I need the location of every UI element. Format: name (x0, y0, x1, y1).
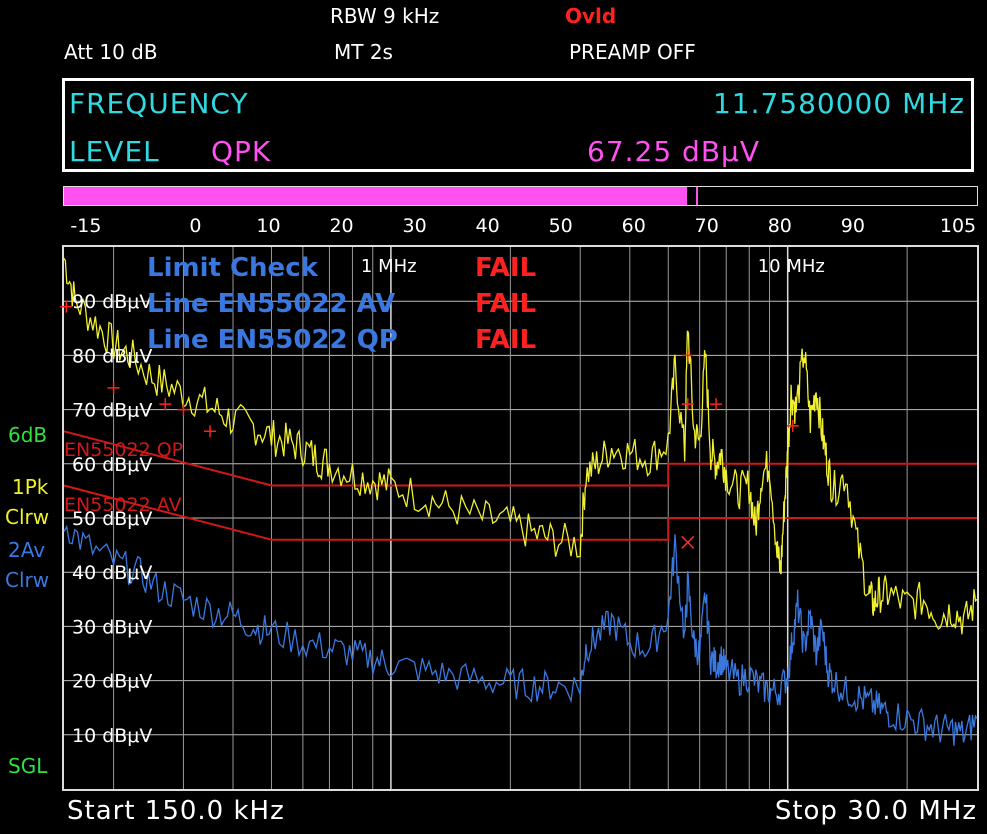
chart-labels: 10 dBμV 20 dBμV 30 dBμV 40 dBμV 50 dBμV 60 dB… (64, 253, 825, 747)
level-bar-tick: 60 (621, 215, 646, 237)
y-tick-label: 90 dBμV (72, 291, 152, 313)
y-tick-label: 80 dBμV (72, 345, 152, 367)
limit-check-line-name: Line EN55022 QP (147, 325, 398, 355)
level-bar-tick: 70 (694, 215, 719, 237)
trace1-mode: Clrw (5, 505, 50, 529)
y-tick-label: 60 dBμV (72, 454, 152, 476)
peak-marker (681, 349, 694, 362)
frequency-label: FREQUENCY (69, 87, 249, 120)
marker-readout-panel: FREQUENCY 11.7580000 MHz LEVEL QPK 67.25… (62, 78, 974, 172)
peak-marker (786, 419, 799, 432)
limit-lines (63, 430, 977, 541)
measurement-time: MT 2s (334, 40, 393, 64)
stop-frequency: Stop 30.0 MHz (774, 796, 977, 826)
limit-check-line-name: Line EN55022 AV (147, 289, 395, 319)
level-bar-tick: 50 (548, 215, 573, 237)
traces (63, 257, 978, 746)
trace-1Pk (63, 257, 978, 635)
limit-line (63, 484, 977, 541)
markers (60, 300, 799, 549)
peak-marker (681, 398, 694, 411)
sweep-mode-label: SGL (8, 754, 48, 778)
x-decade-label: 10 MHz (758, 256, 825, 277)
limit-check-result: FAIL (475, 253, 536, 283)
trace-2Av (63, 524, 978, 746)
peak-marker (60, 300, 73, 313)
trace2-label: 2Av (8, 538, 46, 562)
level-bar-tick: 80 (767, 215, 792, 237)
y-tick-label: 50 dBμV (72, 508, 152, 530)
peak-marker (177, 403, 190, 416)
start-frequency: Start 150.0 kHz (67, 796, 285, 826)
range-label: 6dB (8, 423, 48, 447)
level-bar-tick: 30 (402, 215, 427, 237)
active-marker (681, 535, 695, 549)
y-tick-label: 70 dBμV (72, 400, 152, 422)
rbw-setting: RBW 9 kHz (330, 4, 440, 28)
peak-marker (710, 398, 723, 411)
level-bar-tick: 20 (329, 215, 354, 237)
attenuation-setting: Att 10 dB (64, 40, 158, 64)
limit-check-line-result: FAIL (475, 325, 536, 355)
level-bar-peak-marker (695, 187, 698, 205)
trace2-mode: Clrw (5, 568, 50, 592)
limit-check-line-result: FAIL (475, 289, 536, 319)
peak-marker (159, 398, 172, 411)
y-tick-label: 10 dBμV (72, 725, 152, 747)
limit-line-label: EN55022 AV (64, 494, 181, 516)
limit-check-title: Limit Check (147, 253, 319, 283)
x-decade-label: 1 MHz (361, 256, 417, 277)
peak-marker (107, 381, 120, 394)
y-tick-label: 20 dBμV (72, 671, 152, 693)
level-bar (63, 186, 978, 206)
level-bar-tick: 10 (256, 215, 281, 237)
level-bar-tick: 0 (189, 215, 202, 237)
level-bar-fill (64, 187, 687, 205)
overload-indicator: Ovld (565, 4, 617, 28)
trace1-label: 1Pk (12, 475, 49, 499)
level-value: 67.25 dBμV (587, 135, 761, 168)
level-bar-tick: 90 (840, 215, 865, 237)
level-label: LEVEL (69, 135, 160, 168)
y-tick-label: 40 dBμV (72, 562, 152, 584)
level-bar-tick: -15 (70, 215, 102, 237)
level-bar-tick: 40 (475, 215, 500, 237)
detector-label: QPK (211, 135, 272, 168)
level-bar-tick: 105 (939, 215, 977, 237)
limit-line-label: EN55022 QP (64, 439, 183, 461)
peak-marker (204, 425, 217, 438)
limit-line (63, 430, 977, 487)
y-tick-label: 30 dBμV (72, 616, 152, 638)
preamp-status: PREAMP OFF (569, 40, 696, 64)
frequency-value: 11.7580000 MHz (712, 87, 965, 120)
